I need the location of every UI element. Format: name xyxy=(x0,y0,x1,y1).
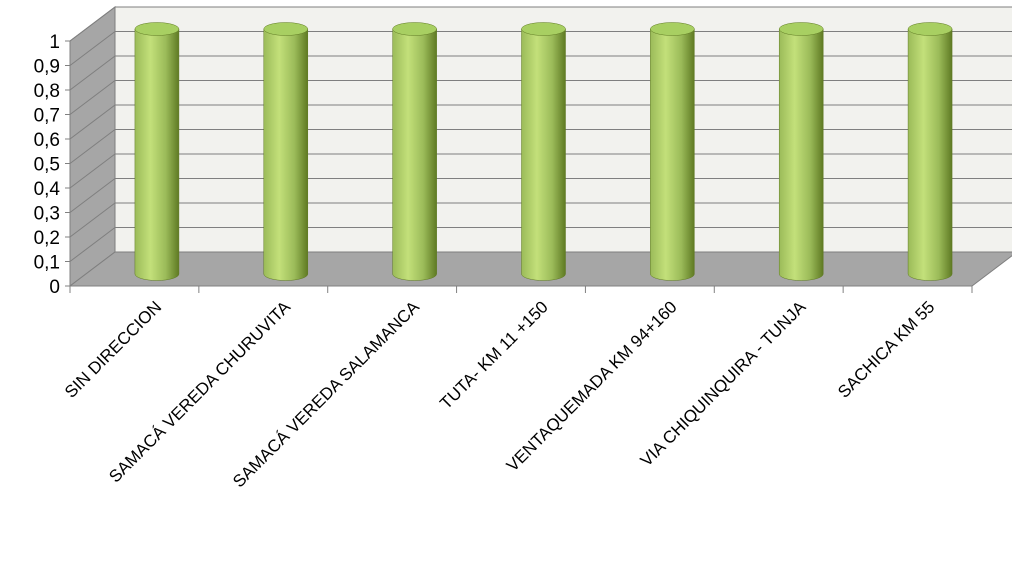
y-tick-label: 0,1 xyxy=(34,253,60,274)
gridline-side xyxy=(69,227,116,262)
bar xyxy=(521,22,566,281)
bar-top xyxy=(263,22,309,36)
x-tick-label: SIN DIRECCION xyxy=(61,297,165,401)
bar-body xyxy=(392,28,437,281)
bar-body xyxy=(778,28,824,281)
bar-top xyxy=(907,22,953,36)
gridline-side xyxy=(69,153,116,189)
bar xyxy=(134,22,180,281)
bar xyxy=(907,22,953,281)
gridline-side xyxy=(69,202,116,238)
y-tick-label: 0,3 xyxy=(34,204,60,225)
y-tick-label: 0,2 xyxy=(34,228,60,249)
bar xyxy=(263,22,309,281)
bar xyxy=(392,22,437,281)
y-tick-label: 0,6 xyxy=(34,130,60,151)
bar xyxy=(778,22,824,281)
gridline-side xyxy=(69,80,116,115)
bar-top xyxy=(778,22,824,36)
y-tick-label: 0,7 xyxy=(34,106,60,127)
bar-top xyxy=(134,22,180,36)
bar-top xyxy=(521,22,566,36)
x-tick-label: SACHICA KM 55 xyxy=(834,297,938,401)
y-tick-label: 0,8 xyxy=(34,81,60,102)
bar-body xyxy=(521,28,566,281)
y-tick-label: 0,9 xyxy=(34,57,60,78)
gridline-side xyxy=(69,31,116,66)
gridline-side xyxy=(69,178,116,213)
bar-top xyxy=(392,22,437,36)
bar-body xyxy=(263,28,309,281)
bar-body xyxy=(907,28,953,281)
bar-top xyxy=(650,22,695,36)
bar xyxy=(650,22,695,281)
bar-body xyxy=(650,28,695,281)
gridline-side xyxy=(69,6,116,42)
bar-body xyxy=(134,28,180,281)
y-tick-label: 0,5 xyxy=(34,155,60,176)
gridline-side xyxy=(69,129,116,164)
y-tick-label: 0,4 xyxy=(34,179,61,200)
gridline-side xyxy=(69,55,116,91)
y-tick-label: 0 xyxy=(49,277,60,298)
gridline-side xyxy=(69,104,116,140)
y-tick-label: 1 xyxy=(49,32,60,53)
x-tick-label: TUTA- KM 11 +150 xyxy=(436,297,552,413)
